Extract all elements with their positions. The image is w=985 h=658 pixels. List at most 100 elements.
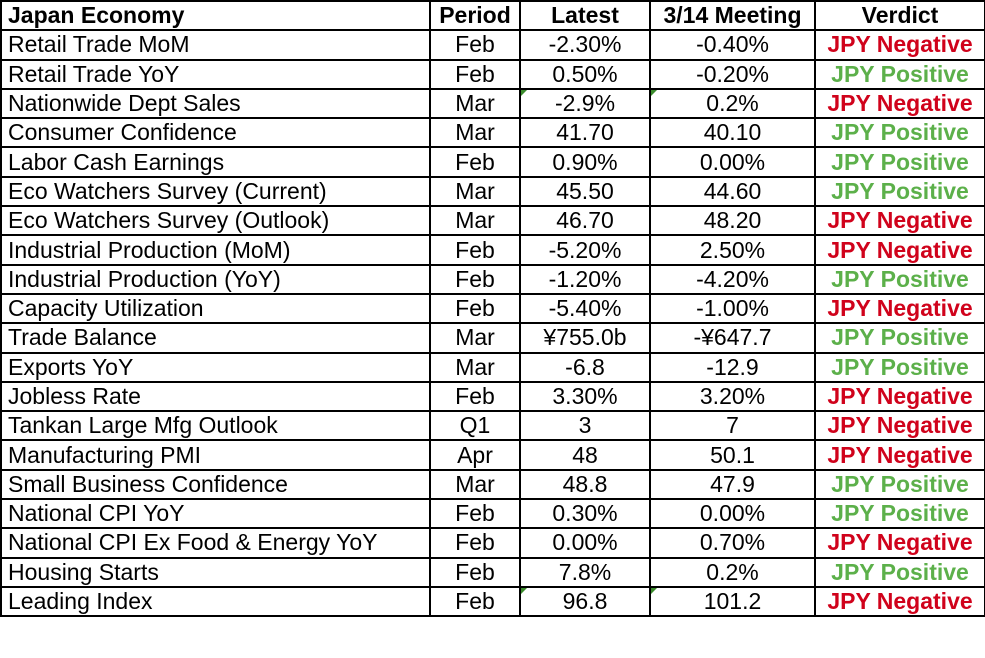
meeting-cell: -1.00% (649, 292, 816, 325)
verdict-cell: JPY Positive (814, 322, 985, 354)
period-cell: Feb (429, 380, 521, 413)
indicator-cell: Consumer Confidence (0, 117, 431, 149)
verdict-cell: JPY Negative (814, 410, 985, 442)
period-cell: Mar (429, 87, 521, 120)
verdict-cell: JPY Positive (814, 556, 985, 588)
indicator-cell-text: Retail Trade MoM (8, 31, 190, 58)
indicator-cell-text: Capacity Utilization (8, 295, 204, 322)
latest-cell: -2.30% (519, 29, 651, 61)
meeting-cell-text: 3.20% (699, 383, 766, 409)
verdict-cell-text: JPY Positive (831, 353, 969, 380)
latest-cell-text: -5.40% (548, 295, 622, 322)
meeting-cell: 3.20% (649, 380, 816, 413)
indicator-cell: Housing Starts (0, 556, 431, 588)
comment-marker-icon (522, 90, 527, 96)
verdict-cell-text: JPY Positive (831, 470, 969, 497)
table-row: Jobless Rate Feb 3.30% 3.20% JPY Negative (0, 380, 985, 413)
table-row: Industrial Production (MoM) Feb -5.20% 2.50… (0, 234, 985, 266)
latest-cell: 0.30% (519, 498, 651, 530)
meeting-cell: 0.00% (649, 498, 816, 530)
period-cell-text: Mar (455, 177, 495, 204)
meeting-cell-text: -¥647.7 (693, 324, 772, 351)
verdict-cell-text: JPY Negative (827, 236, 973, 263)
latest-cell: 0.90% (519, 146, 651, 178)
meeting-cell: -4.20% (649, 263, 816, 295)
meeting-cell-text: 2.50% (699, 236, 766, 263)
period-cell: Feb (429, 556, 521, 588)
verdict-cell: JPY Positive (814, 175, 985, 208)
meeting-cell: 47.9 (649, 468, 816, 501)
period-cell-text: Feb (455, 265, 495, 292)
indicator-cell: Retail Trade YoY (0, 58, 431, 90)
period-cell: Mar (429, 117, 521, 149)
period-cell: Q1 (429, 410, 521, 442)
verdict-cell: JPY Negative (814, 205, 985, 237)
table-row: Industrial Production (YoY) Feb -1.20% -4.2… (0, 263, 985, 295)
period-cell-text: Feb (455, 558, 495, 585)
table-row: Nationwide Dept Sales Mar -2.9% 0.2% JPY Neg… (0, 87, 985, 120)
indicator-cell-text: Jobless Rate (8, 383, 141, 409)
latest-cell: 48 (519, 439, 651, 471)
comment-marker-icon (522, 588, 527, 594)
verdict-cell: JPY Negative (814, 380, 985, 413)
verdict-cell: JPY Negative (814, 292, 985, 325)
comment-marker-icon (652, 90, 657, 96)
verdict-cell-text: JPY Positive (831, 148, 969, 175)
meeting-cell: 48.20 (649, 205, 816, 237)
indicator-cell: Industrial Production (MoM) (0, 234, 431, 266)
meeting-cell-text: 0.2% (706, 558, 759, 585)
meeting-cell: -12.9 (649, 351, 816, 383)
latest-cell-text: 96.8 (562, 588, 608, 615)
meeting-cell-text: 101.2 (703, 588, 762, 615)
latest-cell-text: 3.30% (552, 383, 618, 409)
table-row: Consumer Confidence Mar 41.70 40.10 JPY Posi… (0, 117, 985, 149)
verdict-cell: JPY Positive (814, 468, 985, 501)
latest-cell: -2.9% (519, 87, 651, 120)
table-row: Eco Watchers Survey (Current) Mar 45.50 44.… (0, 175, 985, 208)
indicator-cell-text: Leading Index (8, 588, 153, 615)
latest-cell: -5.20% (519, 234, 651, 266)
latest-cell-text: 45.50 (556, 177, 614, 204)
latest-cell: 3.30% (519, 380, 651, 413)
indicator-cell-text: Retail Trade YoY (8, 60, 180, 87)
meeting-cell: 7 (649, 410, 816, 442)
meeting-cell: 2.50% (649, 234, 816, 266)
latest-cell-text: 0.00% (552, 529, 618, 556)
table-row: Housing Starts Feb 7.8% 0.2% JPY Positive (0, 556, 985, 588)
indicator-cell-text: Exports YoY (8, 353, 134, 380)
indicator-cell-text: Nationwide Dept Sales (8, 90, 241, 117)
indicator-cell: Manufacturing PMI (0, 439, 431, 471)
verdict-cell-text: JPY Positive (831, 324, 969, 351)
period-cell-text: Feb (455, 588, 495, 615)
indicator-cell-text: Manufacturing PMI (8, 441, 202, 468)
meeting-cell: 101.2 (649, 585, 816, 618)
indicator-cell: Trade Balance (0, 322, 431, 354)
verdict-cell: JPY Negative (814, 234, 985, 266)
verdict-cell-text: JPY Positive (831, 60, 969, 87)
meeting-cell-text: 0.00% (699, 148, 766, 175)
latest-cell-text: -6.8 (565, 353, 605, 380)
period-cell: Feb (429, 58, 521, 90)
indicator-cell: Retail Trade MoM (0, 29, 431, 61)
verdict-cell: JPY Positive (814, 117, 985, 149)
latest-cell: -1.20% (519, 263, 651, 295)
period-cell: Feb (429, 498, 521, 530)
verdict-cell-text: JPY Positive (831, 558, 969, 585)
verdict-cell-text: JPY Negative (827, 207, 973, 234)
latest-cell: 96.8 (519, 585, 651, 618)
latest-cell-text: ¥755.0b (543, 324, 627, 351)
latest-cell-text: -2.30% (548, 31, 622, 58)
meeting-cell: -0.20% (649, 58, 816, 90)
table-row: Tankan Large Mfg Outlook Q1 3 7 JPY Negative (0, 410, 985, 442)
verdict-cell: JPY Negative (814, 527, 985, 559)
verdict-cell-text: JPY Negative (827, 412, 973, 439)
table-row: National CPI Ex Food & Energy YoY Feb 0.00… (0, 527, 985, 559)
indicator-cell: Industrial Production (YoY) (0, 263, 431, 295)
period-cell-text: Mar (455, 119, 495, 146)
latest-cell: 46.70 (519, 205, 651, 237)
latest-cell-text: -2.9% (554, 90, 616, 117)
meeting-cell: 0.2% (649, 556, 816, 588)
period-cell-text: Feb (455, 60, 495, 87)
header-verdict: Verdict (814, 0, 985, 32)
latest-cell-text: 41.70 (556, 119, 614, 146)
